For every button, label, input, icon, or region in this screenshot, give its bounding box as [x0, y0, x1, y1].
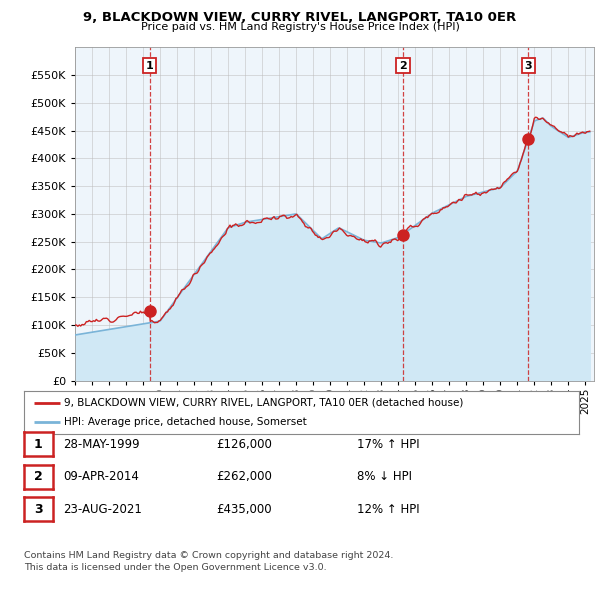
- Text: 8% ↓ HPI: 8% ↓ HPI: [357, 470, 412, 483]
- Text: £435,000: £435,000: [216, 503, 272, 516]
- Text: 2: 2: [399, 61, 407, 71]
- Text: Price paid vs. HM Land Registry's House Price Index (HPI): Price paid vs. HM Land Registry's House …: [140, 22, 460, 32]
- Text: 2: 2: [34, 470, 43, 483]
- Text: 09-APR-2014: 09-APR-2014: [63, 470, 139, 483]
- Text: 9, BLACKDOWN VIEW, CURRY RIVEL, LANGPORT, TA10 0ER: 9, BLACKDOWN VIEW, CURRY RIVEL, LANGPORT…: [83, 11, 517, 24]
- Text: HPI: Average price, detached house, Somerset: HPI: Average price, detached house, Some…: [64, 417, 307, 427]
- Text: 12% ↑ HPI: 12% ↑ HPI: [357, 503, 419, 516]
- Text: 1: 1: [146, 61, 154, 71]
- Text: £126,000: £126,000: [216, 438, 272, 451]
- Text: This data is licensed under the Open Government Licence v3.0.: This data is licensed under the Open Gov…: [24, 563, 326, 572]
- Text: 9, BLACKDOWN VIEW, CURRY RIVEL, LANGPORT, TA10 0ER (detached house): 9, BLACKDOWN VIEW, CURRY RIVEL, LANGPORT…: [64, 398, 463, 408]
- Text: 17% ↑ HPI: 17% ↑ HPI: [357, 438, 419, 451]
- Text: 1: 1: [34, 438, 43, 451]
- Text: 3: 3: [524, 61, 532, 71]
- Text: 23-AUG-2021: 23-AUG-2021: [63, 503, 142, 516]
- Text: 28-MAY-1999: 28-MAY-1999: [63, 438, 140, 451]
- Text: £262,000: £262,000: [216, 470, 272, 483]
- Text: 3: 3: [34, 503, 43, 516]
- Text: Contains HM Land Registry data © Crown copyright and database right 2024.: Contains HM Land Registry data © Crown c…: [24, 551, 394, 560]
